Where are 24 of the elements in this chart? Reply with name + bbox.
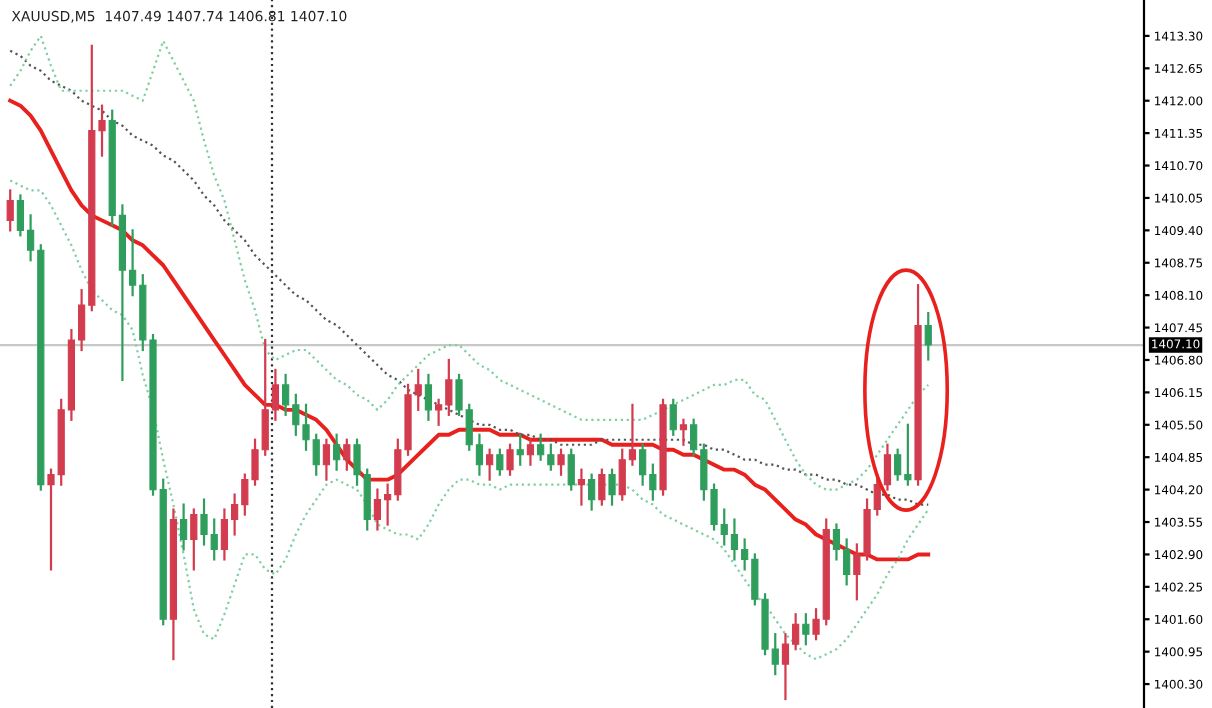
- candlestick: [486, 448, 494, 481]
- candlestick: [516, 433, 524, 466]
- candlestick: [608, 468, 616, 506]
- candlestick: [577, 468, 586, 506]
- candlestick: [679, 418, 688, 446]
- candlestick: [424, 373, 433, 421]
- candlestick: [322, 438, 331, 481]
- candlestick: [588, 473, 596, 511]
- line-series: [9, 179, 930, 661]
- candlestick: [598, 468, 606, 506]
- candlestick: [669, 398, 677, 436]
- candlestick: [190, 508, 198, 571]
- candlestick: [567, 448, 575, 491]
- candlestick: [343, 438, 351, 471]
- candlestick: [6, 189, 14, 232]
- candlestick: [526, 438, 535, 466]
- candlestick: [924, 312, 932, 361]
- candlestick: [883, 443, 892, 491]
- candlestick: [179, 503, 188, 551]
- candlestick: [557, 448, 565, 476]
- candlestick: [496, 448, 504, 476]
- candlestick: [506, 443, 514, 476]
- candlestick: [802, 613, 810, 646]
- candlestick: [333, 433, 341, 471]
